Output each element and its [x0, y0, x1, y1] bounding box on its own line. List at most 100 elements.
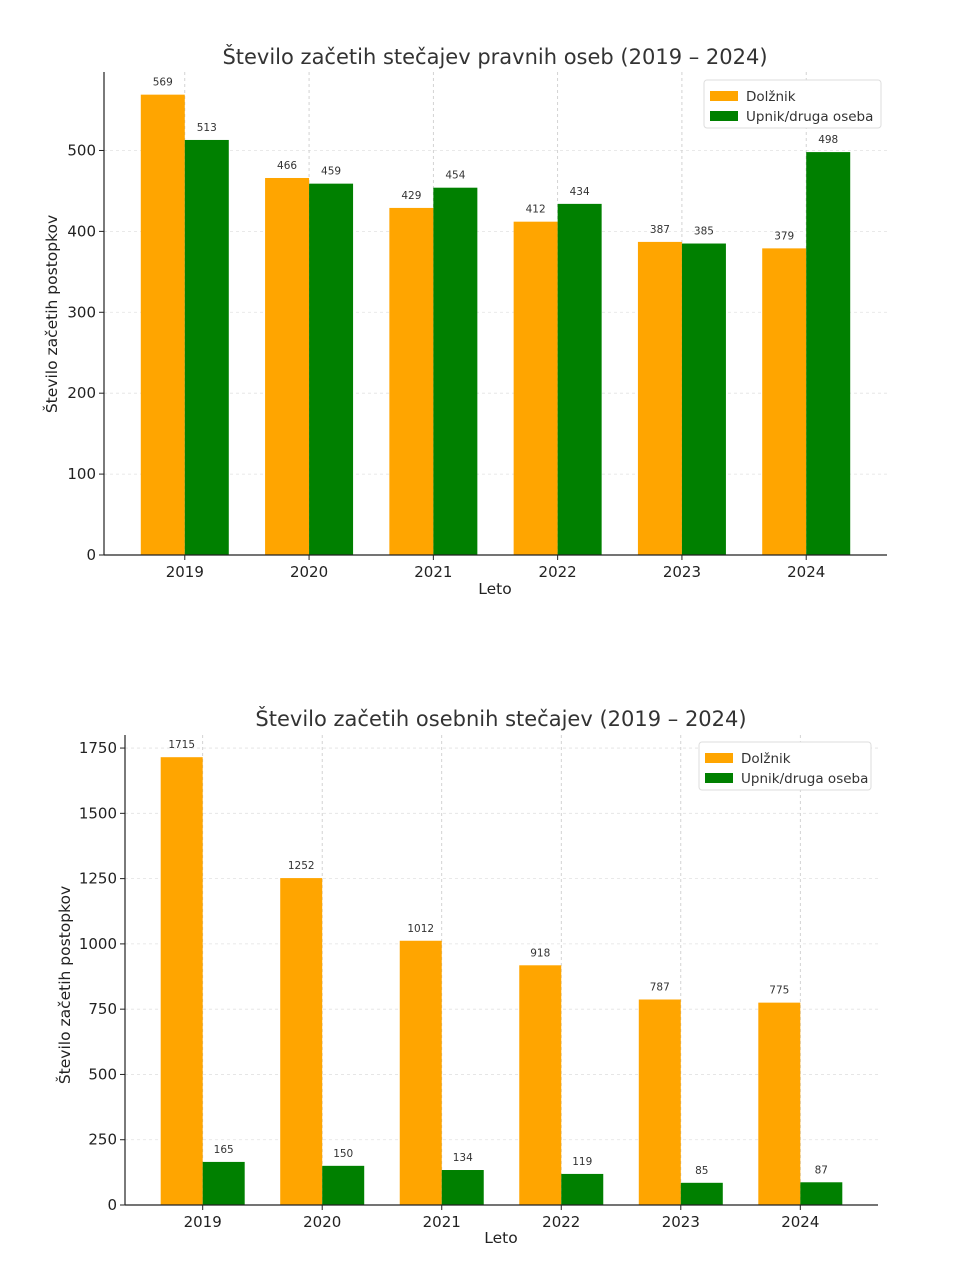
x-tick-label: 2024	[787, 563, 825, 581]
data-label: 85	[695, 1165, 708, 1177]
data-label: 466	[277, 160, 297, 172]
data-label: 787	[650, 982, 670, 994]
x-tick-label: 2019	[166, 563, 204, 581]
legend-label: Dolžnik	[741, 751, 791, 767]
x-tick-label: 2020	[290, 563, 328, 581]
bar	[322, 1165, 365, 1205]
data-label: 412	[526, 204, 546, 216]
legend-swatch	[710, 111, 738, 121]
data-label: 1012	[407, 923, 434, 935]
x-tick-label: 2021	[414, 563, 452, 581]
y-axis-label: Število začetih postopkov	[42, 215, 61, 413]
bar	[309, 183, 354, 555]
data-label: 775	[769, 985, 789, 997]
bar	[561, 1173, 604, 1205]
bar	[637, 241, 682, 556]
chart-title: Število začetih osebnih stečajev (2019 –…	[255, 706, 746, 731]
bar	[680, 1182, 723, 1205]
data-label: 150	[333, 1148, 353, 1160]
data-label: 387	[650, 224, 670, 236]
chart-pravne-osebe-svg: Število začetih stečajev pravnih oseb (2…	[42, 44, 887, 598]
legend: Dolžnik Upnik/druga oseba	[703, 79, 882, 129]
legend-box	[703, 79, 882, 129]
legend-swatch	[710, 91, 738, 101]
bar	[433, 187, 478, 555]
chart-pravne-osebe: Število začetih stečajev pravnih oseb (2…	[0, 0, 953, 630]
axes: 0 250 500 750 1000 1250 1500 1750 2019 2020 2021 20…	[79, 735, 878, 1231]
data-label: 385	[694, 226, 714, 238]
bars	[160, 757, 843, 1205]
bar	[184, 139, 229, 556]
legend-swatch	[705, 773, 733, 783]
legend-label: Upnik/druga oseba	[741, 771, 868, 787]
y-tick-label: 300	[67, 303, 96, 321]
data-label: 918	[530, 947, 550, 959]
x-tick-label: 2023	[662, 1213, 700, 1231]
data-label: 1715	[168, 739, 195, 751]
data-label: 434	[570, 186, 590, 198]
data-label: 513	[197, 122, 217, 134]
bar	[806, 152, 851, 556]
x-tick-label: 2022	[539, 563, 577, 581]
data-label: 459	[321, 166, 341, 178]
x-tick-label: 2023	[663, 563, 701, 581]
legend-swatch	[705, 753, 733, 763]
x-tick-label: 2022	[542, 1213, 580, 1231]
data-label: 1252	[288, 860, 315, 872]
x-axis-label: Leto	[478, 580, 511, 598]
bar	[399, 940, 442, 1205]
y-tick-label: 500	[67, 141, 96, 159]
bar	[519, 965, 562, 1205]
y-tick-label: 250	[88, 1131, 117, 1149]
data-label: 87	[815, 1164, 828, 1176]
bar	[389, 207, 434, 555]
data-label: 429	[401, 190, 421, 202]
data-label: 379	[774, 230, 794, 242]
y-tick-label: 1750	[79, 739, 117, 757]
y-tick-label: 1000	[79, 935, 117, 953]
legend-label: Dolžnik	[746, 89, 796, 105]
bar	[265, 177, 310, 555]
bar	[557, 203, 602, 555]
y-tick-label: 750	[88, 1000, 117, 1018]
data-labels: 569 466 429 412 387 379 513 459 454 434 385 498	[153, 77, 838, 243]
y-tick-label: 400	[67, 222, 96, 240]
axes: 0 100 200 300 400 500 2019 2020 2021 2022 2023 2024	[67, 72, 887, 581]
x-axis-label: Leto	[484, 1229, 517, 1247]
y-tick-label: 500	[88, 1065, 117, 1083]
legend: Dolžnik Upnik/druga oseba	[698, 741, 872, 791]
bar	[140, 94, 185, 556]
y-axis-label: Število začetih postopkov	[55, 886, 74, 1084]
bar	[681, 243, 726, 556]
y-tick-label: 1500	[79, 804, 117, 822]
y-tick-label: 0	[107, 1196, 117, 1214]
x-tick-label: 2020	[303, 1213, 341, 1231]
data-label: 569	[153, 77, 173, 89]
data-label: 165	[214, 1144, 234, 1156]
data-label: 498	[818, 134, 838, 146]
bar	[513, 221, 558, 555]
chart-osebni-stecaji: Število začetih osebnih stečajev (2019 –…	[0, 660, 953, 1283]
chart-title: Število začetih stečajev pravnih oseb (2…	[222, 44, 767, 69]
data-labels: 1715 1252 1012 918 787 775 165 150 134 119 85 87	[168, 739, 828, 1177]
legend-box	[698, 741, 872, 791]
bar	[758, 1002, 801, 1205]
x-tick-label: 2024	[781, 1213, 819, 1231]
bar	[160, 757, 203, 1205]
x-tick-label: 2021	[423, 1213, 461, 1231]
y-tick-label: 200	[67, 384, 96, 402]
y-tick-label: 0	[86, 546, 96, 564]
bar	[800, 1182, 843, 1205]
bar	[441, 1170, 484, 1205]
y-tick-label: 100	[67, 465, 96, 483]
data-label: 454	[445, 170, 465, 182]
legend-label: Upnik/druga oseba	[746, 109, 873, 125]
chart-osebni-stecaji-svg: Število začetih osebnih stečajev (2019 –…	[55, 706, 878, 1247]
bar	[202, 1161, 245, 1205]
y-tick-label: 1250	[79, 870, 117, 888]
bar	[638, 999, 681, 1205]
bars	[140, 94, 851, 556]
bar	[762, 248, 807, 555]
x-tick-label: 2019	[184, 1213, 222, 1231]
data-label: 119	[572, 1156, 592, 1168]
